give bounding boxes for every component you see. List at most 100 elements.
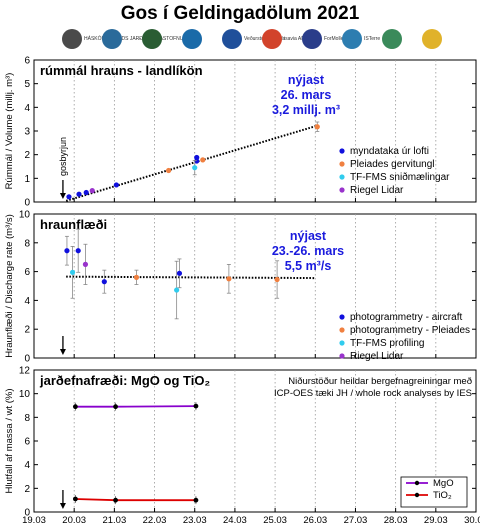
- logo-text: ISTerre: [364, 36, 381, 42]
- lmi-logo-icon: [382, 26, 404, 52]
- legend-marker: [339, 353, 345, 359]
- data-point: [166, 167, 172, 174]
- data-point: [174, 287, 180, 293]
- y-tick-label: 8: [24, 238, 30, 249]
- isterre-logo-icon: ISTerre: [342, 26, 380, 52]
- y-tick-label: 10: [19, 389, 31, 400]
- lmi-logo-icon-mark: [382, 29, 402, 49]
- page-title: Gos í Geldingadölum 2021: [120, 3, 360, 24]
- annotation-text: Niðurstöður heildar bergefnagreiningar m…: [288, 376, 472, 387]
- legend-marker: [339, 174, 345, 180]
- annotation-text: 23.-26. mars: [272, 244, 344, 258]
- legend-marker: [339, 187, 345, 193]
- legend-marker: [339, 327, 345, 333]
- legend-label: Riegel Lidar: [350, 351, 404, 362]
- data-point: [176, 270, 183, 276]
- landmaelingar-logo-icon: [182, 26, 204, 52]
- y-tick-label: 2: [24, 484, 30, 495]
- data-point: [200, 157, 206, 163]
- y-tick-label: 2: [24, 325, 30, 336]
- x-tick-label: 28.03: [384, 515, 408, 526]
- panel-title: jarðefnafræði: MgO og TiO₂: [39, 373, 210, 388]
- x-tick-label: 26.03: [303, 515, 327, 526]
- annotation-text: 3,2 millj. m³: [272, 103, 340, 117]
- vedurstofa-logo-icon-mark: [222, 29, 242, 49]
- trend-line: [65, 125, 316, 202]
- y-tick-label: 6: [24, 56, 30, 67]
- data-point: [226, 276, 232, 282]
- y-tick-label: 5: [24, 79, 30, 90]
- data-point: [64, 248, 70, 254]
- start-arrow-head: [59, 349, 66, 355]
- y-tick-label: 0: [24, 354, 30, 365]
- series-line-MgO: [75, 405, 196, 408]
- legend-label: photogrammetry - Pleiades: [350, 325, 470, 336]
- chart-panel-2: 0 2 4 6 8 10 Hraunflæði / Discharge rate (m³/s…: [4, 210, 477, 365]
- x-tick-label: 22.03: [143, 515, 167, 526]
- legend-marker: [414, 492, 420, 498]
- almannavarnir-logo-icon-mark: [422, 29, 442, 49]
- data-point: [133, 274, 140, 280]
- logo-text: ForMoller: [324, 36, 346, 42]
- formoler-logo-icon-mark: [302, 29, 322, 49]
- data-point: [274, 276, 280, 283]
- legend-marker: [339, 148, 345, 154]
- legend-label: TF-FMS profiling: [350, 338, 424, 349]
- data-point: [89, 188, 95, 194]
- y-tick-label: 10: [19, 210, 31, 221]
- legend-marker: [339, 314, 345, 320]
- legend-label: Riegel Lidar: [350, 185, 404, 196]
- legend-label: myndataka úr lofti: [350, 146, 429, 157]
- partner-logos: HÁSKÓLI ÍSLANDS JARÐVÍSINDASTOFNUN Veðurs…: [60, 26, 480, 52]
- y-tick-label: 0: [24, 198, 30, 209]
- ni-logo-icon: [102, 26, 124, 52]
- data-point: [193, 497, 199, 503]
- legend-marker: [339, 161, 345, 167]
- data-point: [75, 248, 81, 254]
- y-tick-label: 6: [24, 267, 30, 278]
- y-tick-label: 12: [19, 366, 31, 377]
- formoler-logo-icon: ForMoller: [302, 26, 345, 52]
- bird-logo-icon-mark: [142, 29, 162, 49]
- x-tick-label: 23.03: [183, 515, 207, 526]
- panel-title: hraunflæði: [40, 217, 107, 232]
- legend-label: Pleiades gervitungl: [350, 159, 435, 170]
- almannavarnir-logo-icon: [422, 26, 444, 52]
- y-axis-label: Hraunflæði / Discharge rate (m³/s): [4, 214, 15, 358]
- x-tick-label: 19.03: [22, 515, 46, 526]
- legend-label: photogrammetry - aircraft: [350, 312, 462, 323]
- data-point: [193, 403, 199, 409]
- chart-panel-3: 0 2 4 6 8 10 12 Hlutfall af massa / wt (%) jarðe…: [4, 366, 477, 519]
- data-point: [192, 165, 198, 171]
- annotation-text: nýjast: [290, 229, 327, 243]
- y-axis-label: Hlutfall af massa / wt (%): [4, 388, 15, 493]
- data-point: [72, 496, 78, 502]
- panel-frame: [33, 213, 477, 359]
- y-tick-label: 0: [24, 508, 30, 519]
- legend-label: TiO₂: [433, 490, 452, 501]
- isterre-logo-icon-mark: [342, 29, 362, 49]
- haskoli-seal-icon-mark: [62, 29, 82, 49]
- legend-label: MgO: [433, 478, 454, 489]
- start-arrow-head: [59, 503, 66, 509]
- y-axis-label: Rúmmál / Volume (millj. m³): [4, 73, 15, 190]
- x-tick-label: 27.03: [344, 515, 368, 526]
- legend-marker: [339, 340, 345, 346]
- annotation-text: nýjast: [288, 73, 325, 87]
- annotation-text: 26. mars: [281, 88, 332, 102]
- data-point: [76, 191, 82, 197]
- x-tick-label: 21.03: [102, 515, 126, 526]
- x-tick-label: 20.03: [62, 515, 86, 526]
- isavia-logo-icon-mark: [262, 29, 282, 49]
- data-point: [72, 404, 78, 410]
- ni-logo-icon-mark: [102, 29, 122, 49]
- start-arrow-head: [59, 193, 66, 199]
- legend-marker: [414, 480, 420, 486]
- y-tick-label: 6: [24, 437, 30, 448]
- y-tick-label: 4: [24, 296, 30, 307]
- y-tick-label: 4: [24, 103, 30, 114]
- data-point: [113, 404, 118, 410]
- bird-logo-icon: [142, 26, 164, 52]
- panel-title: rúmmál hrauns - landlíkön: [40, 63, 203, 78]
- landmaelingar-logo-icon-mark: [182, 29, 202, 49]
